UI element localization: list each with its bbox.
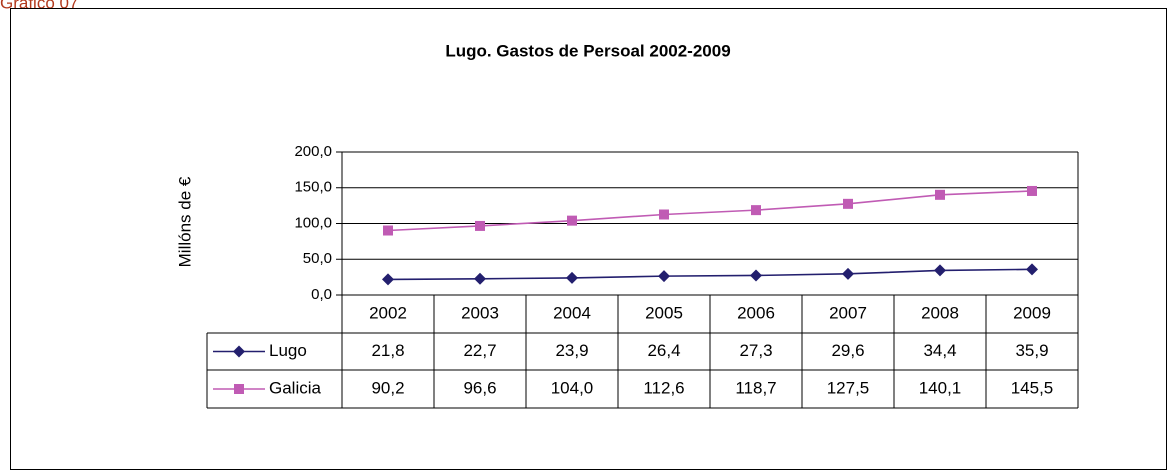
legend-label: Galicia	[269, 378, 322, 397]
marker	[658, 270, 670, 283]
table-value: 118,7	[735, 378, 776, 397]
marker	[567, 215, 577, 226]
marker	[935, 189, 945, 200]
table-value: 145,5	[1011, 378, 1054, 397]
x-tick-label: 2006	[737, 303, 775, 322]
marker	[383, 225, 393, 236]
x-tick-label: 2003	[461, 303, 499, 322]
x-tick-label: 2004	[553, 303, 591, 322]
table-value: 21,8	[371, 341, 404, 360]
marker	[751, 205, 761, 216]
x-tick-label: 2009	[1013, 303, 1051, 322]
chart-title: Lugo. Gastos de Persoal 2002-2009	[445, 41, 730, 60]
table-value: 22,7	[463, 341, 496, 360]
series-line	[387, 268, 1033, 281]
table-value: 104,0	[551, 378, 594, 397]
legend-label: Lugo	[269, 341, 307, 360]
table-value: 112,6	[643, 378, 684, 397]
y-axis-label: Millóns de €	[175, 176, 194, 267]
series-line	[387, 190, 1033, 232]
table-value: 27,3	[739, 341, 772, 360]
x-tick-label: 2005	[645, 303, 683, 322]
x-tick-label: 2007	[829, 303, 867, 322]
marker	[659, 209, 669, 220]
marker	[934, 264, 946, 277]
marker	[475, 220, 485, 231]
table-value: 96,6	[463, 378, 496, 397]
marker	[474, 272, 486, 285]
table-value: 26,4	[647, 341, 680, 360]
table-value: 140,1	[919, 378, 962, 397]
table-value: 23,9	[555, 341, 588, 360]
marker	[1027, 185, 1037, 196]
table-value: 34,4	[923, 341, 956, 360]
marker	[750, 269, 762, 282]
table-value: 35,9	[1015, 341, 1048, 360]
marker	[234, 384, 244, 394]
marker	[233, 345, 245, 358]
y-tick-label: 100,0	[294, 214, 332, 231]
y-tick-label: 50,0	[303, 250, 332, 267]
y-tick-label: 150,0	[294, 179, 332, 196]
marker	[842, 267, 854, 280]
y-tick-label: 200,0	[294, 143, 332, 160]
table-value: 29,6	[831, 341, 864, 360]
caption: Gráfico 07	[0, 0, 78, 12]
table-value: 90,2	[371, 378, 404, 397]
table-value: 127,5	[827, 378, 870, 397]
marker	[566, 271, 578, 284]
chart-frame	[10, 8, 1167, 470]
x-tick-label: 2008	[921, 303, 959, 322]
x-tick-label: 2002	[369, 303, 407, 322]
marker	[1026, 263, 1038, 276]
marker	[382, 273, 394, 286]
marker	[843, 198, 853, 209]
y-tick-label: 0,0	[311, 286, 332, 303]
